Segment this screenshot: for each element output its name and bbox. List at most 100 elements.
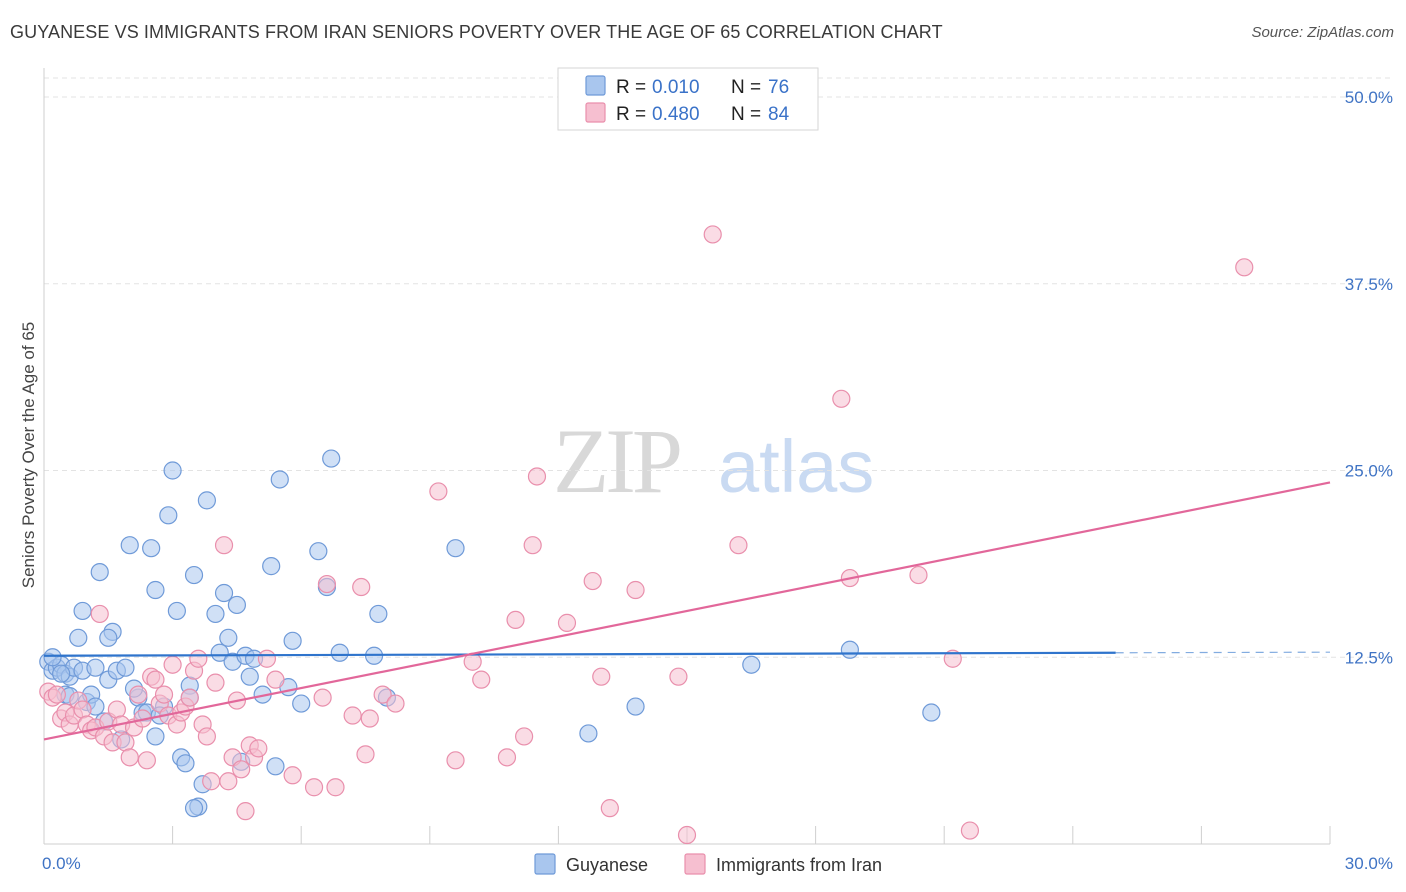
guyanese-point xyxy=(446,539,465,558)
iran-point xyxy=(373,685,392,704)
guyanese-point xyxy=(146,580,165,600)
iran-point xyxy=(197,727,216,746)
guyanese-point xyxy=(167,601,186,621)
iran-point xyxy=(729,536,748,555)
guyanese-trend-line xyxy=(43,651,1116,657)
guyanese-point xyxy=(197,491,216,510)
y-tick-label: 25.0% xyxy=(1345,462,1393,481)
iran-point xyxy=(163,655,182,674)
guyanese-point xyxy=(579,724,598,743)
legend-row-guyanese: R = 0.010 N = 76 xyxy=(585,75,789,98)
iran-point xyxy=(515,727,534,746)
source-label: Source: ZipAtlas.com xyxy=(1251,24,1394,41)
guyanese-point xyxy=(742,655,761,674)
guyanese-point xyxy=(283,631,302,650)
iran-point xyxy=(202,772,221,791)
guyanese-point xyxy=(292,694,311,713)
watermark-atlas: atlas xyxy=(718,425,874,508)
iran-point xyxy=(472,670,491,689)
series-iran xyxy=(39,225,1254,845)
guyanese-point xyxy=(69,628,88,647)
iran-point xyxy=(116,733,135,752)
iran-point xyxy=(326,778,345,797)
guyanese-point xyxy=(227,595,246,615)
iran-point xyxy=(386,694,405,713)
guyanese-point xyxy=(840,640,859,659)
iran-point xyxy=(909,565,928,585)
guyanese-point xyxy=(219,628,238,647)
guyanese-point xyxy=(159,506,178,525)
guyanese-point xyxy=(210,643,229,662)
iran-point xyxy=(583,571,602,591)
iran-point xyxy=(257,649,277,668)
legend-swatch-blue xyxy=(585,75,606,96)
grid xyxy=(44,77,1394,658)
iran-point xyxy=(90,604,109,624)
chart-title: GUYANESE VS IMMIGRANTS FROM IRAN SENIORS… xyxy=(10,22,943,42)
guyanese-point xyxy=(90,562,109,582)
guyanese-point xyxy=(214,583,234,603)
iran-point xyxy=(960,821,980,840)
guyanese-point xyxy=(146,727,165,746)
iran-trend-line xyxy=(43,481,1331,741)
iran-point xyxy=(626,580,645,600)
iran-point xyxy=(180,688,199,707)
guyanese-point xyxy=(922,703,941,722)
iran-point xyxy=(313,688,332,707)
iran-point xyxy=(189,649,208,668)
guyanese-point xyxy=(52,664,71,683)
iran-point xyxy=(356,745,375,764)
iran-point xyxy=(527,467,547,486)
bottom-legend-guyanese: Guyanese xyxy=(566,855,648,875)
guyanese-point xyxy=(266,757,285,776)
legend-r-label: R = xyxy=(616,104,646,125)
guyanese-point xyxy=(99,628,118,647)
iran-point xyxy=(146,670,165,689)
iran-point xyxy=(236,802,255,821)
bottom-legend: Guyanese Immigrants from Iran xyxy=(534,853,882,875)
iran-point xyxy=(497,748,517,767)
iran-point xyxy=(304,778,324,797)
guyanese-point xyxy=(163,461,182,480)
bottom-legend-swatch-pink xyxy=(684,853,706,875)
iran-point xyxy=(832,389,851,408)
trend-lines xyxy=(43,481,1331,741)
iran-point xyxy=(283,766,302,785)
iran-point xyxy=(154,685,174,704)
iran-point xyxy=(232,760,251,779)
iran-point xyxy=(352,577,371,597)
guyanese-point xyxy=(116,658,135,677)
iran-point xyxy=(219,772,238,791)
guyanese-point xyxy=(120,536,139,555)
iran-point xyxy=(523,536,542,555)
iran-point xyxy=(703,225,722,244)
watermark-zip: ZIP xyxy=(553,410,680,512)
axis-ticks: 12.5% 25.0% 37.5% 50.0% 0.0% 30.0% xyxy=(42,88,1393,873)
guyanese-point xyxy=(626,697,645,716)
guyanese-point xyxy=(369,604,388,624)
watermark: ZIP atlas xyxy=(553,410,874,512)
iran-point xyxy=(120,748,139,767)
iran-point xyxy=(249,739,268,758)
axes xyxy=(43,68,1331,845)
guyanese-point xyxy=(184,799,204,818)
legend-n-value: 76 xyxy=(768,77,789,98)
guyanese-point xyxy=(309,542,328,561)
iran-point xyxy=(73,700,92,719)
legend-n-label: N = xyxy=(731,104,761,125)
guyanese-point xyxy=(206,604,225,624)
iran-point xyxy=(446,751,465,770)
bottom-legend-swatch-blue xyxy=(534,853,556,875)
guyanese-point xyxy=(330,643,349,662)
guyanese-trend-extension xyxy=(1115,651,1331,654)
guyanese-point xyxy=(240,667,259,686)
bottom-legend-iran: Immigrants from Iran xyxy=(716,855,882,875)
legend-r-value: 0.010 xyxy=(652,77,700,98)
y-tick-label: 50.0% xyxy=(1345,88,1393,107)
iran-point xyxy=(943,649,962,668)
guyanese-point xyxy=(270,470,289,489)
y-axis-label: Seniors Poverty Over the Age of 65 xyxy=(19,322,38,588)
legend-r-value: 0.480 xyxy=(652,104,700,125)
iran-point xyxy=(360,709,379,728)
